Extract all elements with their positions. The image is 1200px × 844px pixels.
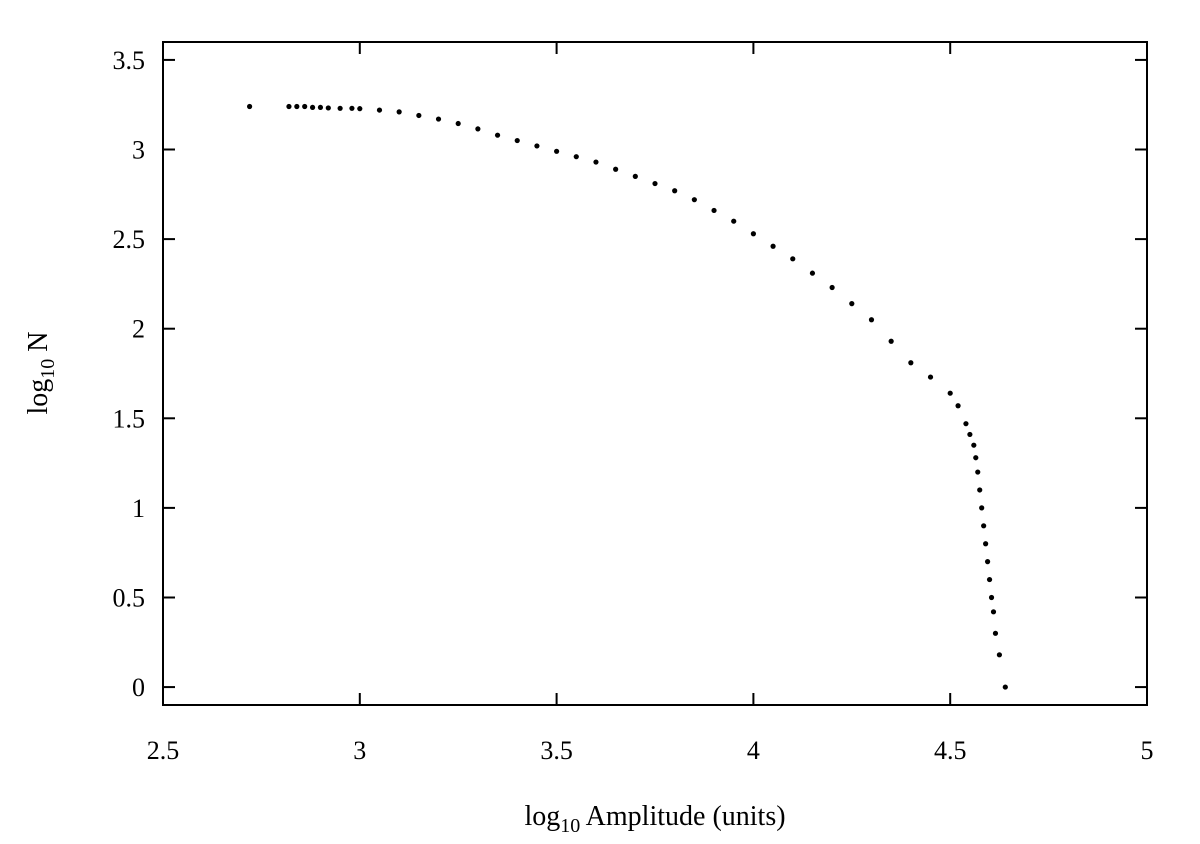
data-point	[691, 197, 697, 203]
data-point	[908, 360, 914, 366]
data-point	[672, 188, 678, 194]
data-point	[1002, 684, 1008, 690]
plot-frame	[162, 41, 1148, 706]
x-axis-label: log10 Amplitude (units)	[524, 801, 785, 837]
data-point	[955, 403, 961, 409]
data-point	[514, 137, 520, 144]
y-tick-label: 3.5	[113, 46, 146, 75]
data-point	[927, 374, 934, 380]
data-point	[947, 390, 953, 396]
data-point	[317, 104, 324, 111]
data-point	[337, 105, 343, 111]
data-point	[435, 116, 442, 122]
data-point	[534, 143, 540, 149]
data-point	[632, 173, 638, 179]
data-point	[977, 487, 983, 493]
y-tick-label: 0	[132, 673, 145, 702]
data-point	[984, 559, 991, 565]
data-point	[809, 270, 816, 276]
data-point	[973, 455, 979, 461]
data-point	[309, 104, 316, 111]
data-point	[770, 243, 776, 249]
data-point	[294, 103, 300, 110]
data-point	[971, 442, 977, 448]
data-point	[554, 148, 560, 154]
data-point	[990, 609, 997, 615]
data-point	[992, 630, 999, 636]
y-tick-label: 0.5	[113, 583, 146, 612]
y-axis-label: log10 N	[23, 331, 59, 414]
data-point	[849, 301, 855, 307]
data-point	[750, 231, 757, 237]
data-point	[286, 103, 292, 110]
x-tick-label: 3.5	[540, 736, 573, 765]
data-point	[967, 431, 973, 438]
data-point	[868, 317, 875, 323]
data-point	[349, 105, 355, 111]
y-axis-ticks: 0 0.5 1 1.5 2 2.5 3 3.5	[113, 46, 1147, 702]
data-point	[593, 159, 599, 165]
x-axis-ticks: 2.5 3 3.5 4 4.5 5	[147, 42, 1154, 765]
x-tick-label: 5	[1141, 736, 1154, 765]
x-tick-label: 4	[747, 736, 760, 765]
data-series	[246, 103, 1008, 690]
x-tick-label: 3	[353, 736, 366, 765]
data-point	[829, 284, 835, 291]
data-point	[376, 107, 383, 113]
data-point	[396, 109, 402, 115]
y-tick-label: 1.5	[113, 404, 146, 433]
data-point	[494, 132, 501, 138]
data-point	[357, 106, 363, 112]
data-point	[416, 112, 422, 119]
y-tick-label: 2.5	[113, 225, 146, 254]
data-point	[302, 103, 308, 110]
data-point	[988, 594, 995, 601]
data-point	[246, 103, 253, 110]
x-tick-label: 2.5	[147, 736, 180, 765]
data-point	[888, 338, 894, 344]
data-point	[711, 207, 717, 214]
data-point	[325, 105, 331, 111]
data-point	[996, 652, 1003, 658]
data-point	[652, 180, 658, 187]
y-tick-label: 2	[132, 315, 145, 344]
data-point	[790, 256, 796, 262]
data-point	[573, 154, 579, 160]
data-point	[983, 541, 989, 547]
data-point	[613, 166, 619, 172]
x-tick-label: 4.5	[934, 736, 967, 765]
data-point	[979, 505, 985, 511]
data-point	[731, 218, 737, 224]
y-tick-label: 1	[132, 494, 145, 523]
data-point	[963, 421, 969, 427]
data-point	[986, 576, 993, 583]
data-point	[981, 523, 987, 529]
data-point	[455, 120, 461, 127]
data-point	[475, 126, 481, 132]
y-tick-label: 3	[132, 136, 145, 165]
data-point	[975, 469, 981, 475]
